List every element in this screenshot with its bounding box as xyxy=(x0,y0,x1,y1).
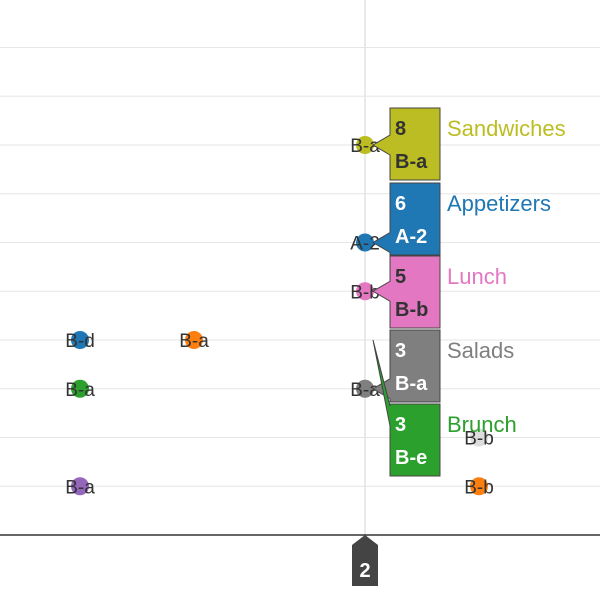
point-label: B-a xyxy=(350,380,380,401)
tooltip-box xyxy=(372,255,441,329)
tooltip-series-name: Brunch xyxy=(447,412,517,437)
tooltip-value: 6 xyxy=(395,193,406,215)
point-label: B-a xyxy=(65,477,95,498)
data-points: B-a A-2 B-b B-a B-d B-a B-a B-a B-b B-b xyxy=(65,136,494,498)
tooltip-box xyxy=(372,339,441,477)
tooltip: 3 B-a Salads xyxy=(372,329,514,403)
data-point[interactable] xyxy=(71,331,89,349)
data-point[interactable] xyxy=(470,428,488,447)
tooltip-group: 8 B-a Sandwiches 6 A-2 Appetizers 5 B-b Lunch 3 B-… xyxy=(372,107,566,477)
tooltip-point-label: A-2 xyxy=(395,226,427,248)
tooltip-series-name: Lunch xyxy=(447,264,507,289)
crosshair-label-box xyxy=(352,535,378,586)
point-label: B-b xyxy=(350,282,380,303)
tooltip-point-label: B-a xyxy=(395,151,428,173)
tooltip-value: 5 xyxy=(395,266,406,288)
data-point[interactable] xyxy=(356,136,374,154)
tooltip-value: 3 xyxy=(395,414,406,436)
data-point[interactable] xyxy=(185,331,203,349)
tooltip-box xyxy=(372,107,441,181)
tooltip-series-name: Sandwiches xyxy=(447,116,566,141)
tooltip-point-label: B-a xyxy=(395,373,428,395)
tooltip-series-name: Salads xyxy=(447,338,514,363)
tooltip: 5 B-b Lunch xyxy=(372,255,507,329)
point-label: B-a xyxy=(179,331,209,352)
crosshair-x-label: 2 xyxy=(352,535,378,586)
data-point[interactable] xyxy=(71,379,89,398)
grid-lines xyxy=(0,47,600,487)
data-point[interactable] xyxy=(71,477,89,496)
point-label: B-d xyxy=(65,331,95,352)
data-point[interactable] xyxy=(356,379,374,398)
point-label: B-b xyxy=(464,477,494,498)
point-label: B-a xyxy=(65,380,95,401)
tooltip-value: 3 xyxy=(395,340,406,362)
data-point[interactable] xyxy=(356,233,374,252)
crosshair-label-text: 2 xyxy=(359,560,370,582)
point-label: B-b xyxy=(464,429,494,450)
tooltip-point-label: B-e xyxy=(395,447,427,469)
data-point[interactable] xyxy=(356,282,374,301)
point-label: B-a xyxy=(350,136,380,157)
tooltip-box xyxy=(372,329,441,403)
tooltip-value: 8 xyxy=(395,118,406,140)
tooltip: 8 B-a Sandwiches xyxy=(372,107,566,181)
tooltip: 6 A-2 Appetizers xyxy=(372,182,551,256)
point-label: A-2 xyxy=(350,234,380,255)
tooltip-box xyxy=(372,182,441,256)
tooltip: 3 B-e Brunch xyxy=(372,339,517,477)
tooltip-series-name: Appetizers xyxy=(447,191,551,216)
tooltip-point-label: B-b xyxy=(395,299,428,321)
data-point[interactable] xyxy=(470,477,488,496)
